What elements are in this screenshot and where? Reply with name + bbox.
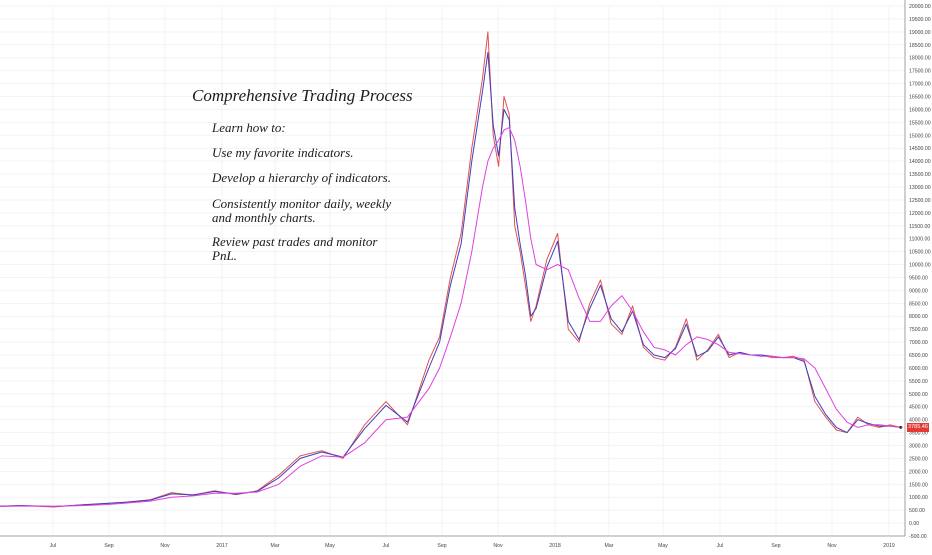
y-tick-label: 15000.00	[909, 133, 931, 139]
y-tick-label: 4500.00	[909, 405, 928, 411]
x-tick-label: 2017	[216, 543, 228, 549]
x-tick-label: Mar	[271, 543, 280, 549]
y-tick-label: 2000.00	[909, 469, 928, 475]
x-tick-label: 2019	[883, 543, 895, 549]
y-tick-label: 10500.00	[909, 250, 931, 256]
y-tick-label: 12000.00	[909, 211, 931, 217]
y-tick-label: 18000.00	[909, 56, 931, 62]
y-tick-label: 9000.00	[909, 288, 928, 294]
y-tick-label: 12500.00	[909, 198, 931, 204]
y-tick-label: 4000.00	[909, 418, 928, 424]
x-tick-label: Nov	[493, 543, 503, 549]
annotation-title: Comprehensive Trading Process	[192, 86, 413, 105]
y-tick-label: 1500.00	[909, 482, 928, 488]
x-tick-label: 2018	[549, 543, 561, 549]
x-tick-label: Jul	[383, 543, 390, 549]
y-tick-label: 3000.00	[909, 444, 928, 450]
y-tick-label: 15500.00	[909, 120, 931, 126]
x-tick-label: Sep	[771, 543, 780, 549]
y-tick-label: 11000.00	[909, 237, 930, 243]
x-tick-label: Sep	[104, 543, 113, 549]
y-tick-label: 3500.00	[909, 431, 928, 437]
y-tick-label: 13500.00	[909, 172, 931, 178]
y-tick-label: 19000.00	[909, 30, 931, 36]
y-tick-label: 19500.00	[909, 17, 931, 23]
annotation-line-1: Learn how to:	[212, 120, 286, 135]
y-tick-label: 17000.00	[909, 82, 931, 88]
y-tick-label: 17500.00	[909, 69, 931, 75]
x-tick-label: Nov	[160, 543, 170, 549]
price-line	[0, 31, 902, 508]
y-tick-label: 5000.00	[909, 392, 928, 398]
y-tick-label: 9500.00	[909, 275, 928, 281]
y-tick-label: 16000.00	[909, 107, 931, 113]
y-tick-label: 14500.00	[909, 146, 931, 152]
y-tick-label: 1000.00	[909, 495, 928, 501]
annotation-line-5: Review past trades and monitor PnL.	[212, 234, 378, 263]
y-tick-label: 20000.00	[909, 4, 931, 10]
y-tick-label: 8500.00	[909, 301, 928, 307]
y-tick-label: 7500.00	[909, 327, 928, 333]
x-tick-label: Jul	[717, 543, 724, 549]
y-tick-label: 0.00	[909, 521, 919, 527]
y-tick-label: 13000.00	[909, 185, 931, 191]
y-tick-label: 11500.00	[909, 224, 930, 230]
y-tick-label: 6500.00	[909, 353, 928, 359]
x-tick-label: Jul	[50, 543, 57, 549]
y-tick-label: 8000.00	[909, 314, 928, 320]
y-tick-label: 14000.00	[909, 159, 931, 165]
last-price-badge: 3785.46	[907, 422, 929, 432]
y-tick-label: 5500.00	[909, 379, 928, 385]
y-tick-label: 7000.00	[909, 340, 928, 346]
annotation-line-2: Use my favorite indicators.	[212, 145, 354, 160]
y-tick-label: 18500.00	[909, 43, 931, 49]
x-tick-label: Sep	[437, 543, 446, 549]
y-tick-label: 2500.00	[909, 456, 928, 462]
annotation-line-3: Develop a hierarchy of indicators.	[212, 170, 391, 185]
annotation-line-4: Consistently monitor daily, weekly and m…	[212, 196, 392, 225]
x-tick-label: May	[325, 543, 335, 549]
x-tick-label: Mar	[605, 543, 614, 549]
x-tick-label: May	[658, 543, 668, 549]
y-tick-label: -500.00	[909, 534, 927, 540]
y-tick-label: 16500.00	[909, 94, 931, 100]
slow-ma-line	[0, 127, 902, 507]
x-tick-label: Nov	[827, 543, 837, 549]
y-tick-label: 10000.00	[909, 263, 931, 269]
y-tick-label: 500.00	[909, 508, 925, 514]
y-tick-label: 6000.00	[909, 366, 928, 372]
